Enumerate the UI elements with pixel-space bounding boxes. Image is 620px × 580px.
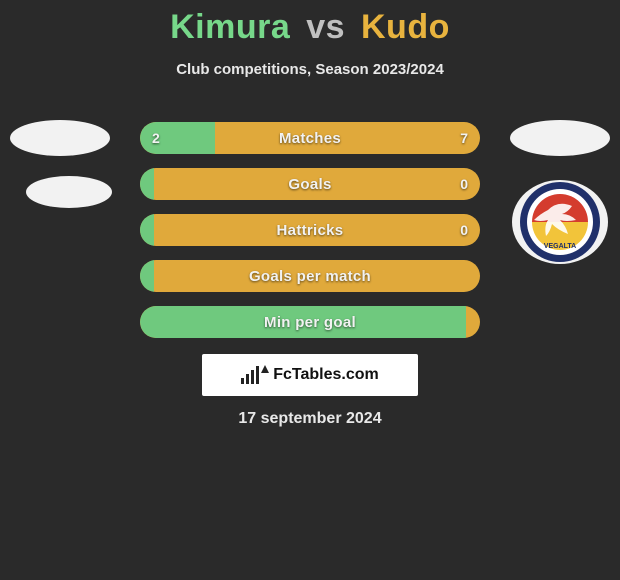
metric-label: Goals bbox=[140, 168, 480, 200]
subtitle: Club competitions, Season 2023/2024 bbox=[0, 61, 620, 78]
metric-bar: Min per goal bbox=[140, 306, 480, 338]
comparison-bars: Matches27Goals0Hattricks0Goals per match… bbox=[140, 122, 480, 352]
metric-value-left: 2 bbox=[152, 122, 160, 154]
logo-bars-icon bbox=[241, 366, 259, 384]
metric-label: Hattricks bbox=[140, 214, 480, 246]
page-title: Kimura vs Kudo bbox=[0, 0, 620, 47]
title-player1: Kimura bbox=[170, 8, 290, 46]
branding-text: FcTables.com bbox=[273, 366, 379, 384]
player1-avatar-placeholder bbox=[10, 120, 110, 156]
metric-value-right: 7 bbox=[460, 122, 468, 154]
metric-value-right: 0 bbox=[460, 168, 468, 200]
metric-bar: Matches2 7 bbox=[140, 122, 480, 154]
metric-bar: Goals0 bbox=[140, 168, 480, 200]
svg-text:VEGALTA: VEGALTA bbox=[544, 243, 576, 250]
player2-club-badge: VEGALTA bbox=[512, 180, 608, 264]
metric-label: Matches bbox=[140, 122, 480, 154]
metric-value-right: 0 bbox=[460, 214, 468, 246]
metric-bar: Hattricks0 bbox=[140, 214, 480, 246]
metric-label: Min per goal bbox=[140, 306, 480, 338]
date-text: 17 september 2024 bbox=[0, 410, 620, 428]
metric-label: Goals per match bbox=[140, 260, 480, 292]
vegalta-badge-icon: VEGALTA bbox=[518, 180, 602, 264]
metric-bar: Goals per match bbox=[140, 260, 480, 292]
player1-club-placeholder bbox=[26, 176, 112, 208]
title-vs: vs bbox=[306, 8, 345, 46]
branding-box[interactable]: FcTables.com bbox=[202, 354, 418, 396]
player2-avatar-placeholder bbox=[510, 120, 610, 156]
logo-arrow-icon bbox=[261, 365, 269, 373]
title-player2: Kudo bbox=[361, 8, 450, 46]
